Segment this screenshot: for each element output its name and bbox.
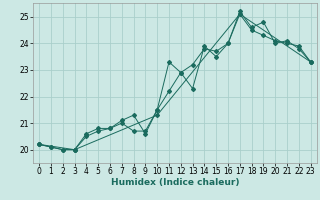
X-axis label: Humidex (Indice chaleur): Humidex (Indice chaleur) <box>111 178 239 187</box>
